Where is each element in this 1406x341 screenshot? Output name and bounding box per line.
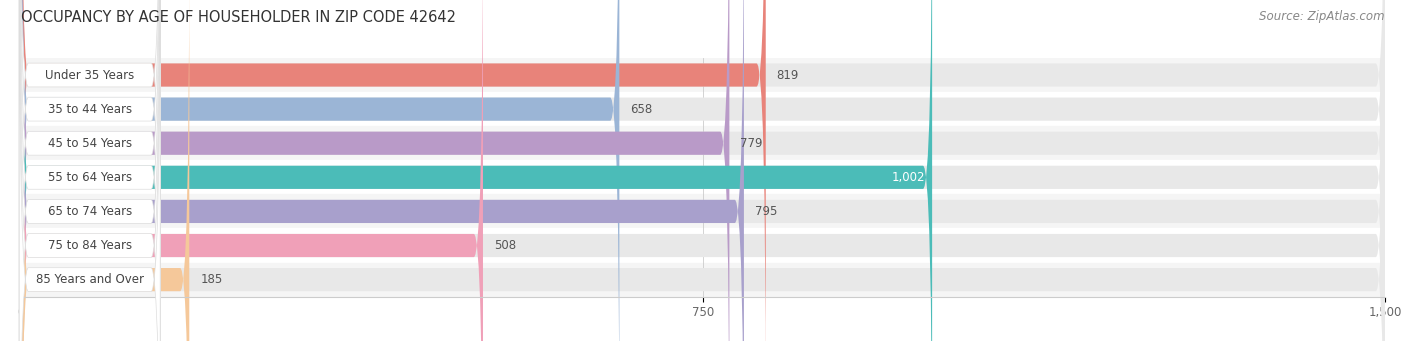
FancyBboxPatch shape bbox=[21, 0, 1385, 341]
FancyBboxPatch shape bbox=[20, 0, 160, 341]
FancyBboxPatch shape bbox=[20, 0, 160, 341]
FancyBboxPatch shape bbox=[20, 0, 160, 341]
FancyBboxPatch shape bbox=[21, 0, 766, 341]
Bar bbox=[21, 126, 1385, 160]
FancyBboxPatch shape bbox=[21, 0, 932, 341]
Text: Under 35 Years: Under 35 Years bbox=[45, 69, 135, 81]
Text: 65 to 74 Years: 65 to 74 Years bbox=[48, 205, 132, 218]
Text: 819: 819 bbox=[776, 69, 799, 81]
FancyBboxPatch shape bbox=[20, 0, 160, 341]
Bar bbox=[21, 58, 1385, 92]
Bar bbox=[21, 92, 1385, 126]
FancyBboxPatch shape bbox=[21, 0, 730, 341]
Text: 75 to 84 Years: 75 to 84 Years bbox=[48, 239, 132, 252]
Text: 35 to 44 Years: 35 to 44 Years bbox=[48, 103, 132, 116]
Text: 55 to 64 Years: 55 to 64 Years bbox=[48, 171, 132, 184]
FancyBboxPatch shape bbox=[21, 0, 744, 341]
Text: 658: 658 bbox=[630, 103, 652, 116]
FancyBboxPatch shape bbox=[20, 0, 160, 341]
Bar bbox=[21, 194, 1385, 228]
FancyBboxPatch shape bbox=[21, 0, 1385, 341]
Text: 508: 508 bbox=[494, 239, 516, 252]
FancyBboxPatch shape bbox=[21, 0, 1385, 341]
Bar bbox=[21, 263, 1385, 297]
FancyBboxPatch shape bbox=[21, 0, 1385, 341]
Text: 185: 185 bbox=[200, 273, 222, 286]
FancyBboxPatch shape bbox=[21, 0, 620, 341]
Text: 85 Years and Over: 85 Years and Over bbox=[35, 273, 143, 286]
Text: 795: 795 bbox=[755, 205, 778, 218]
Bar bbox=[21, 160, 1385, 194]
Text: OCCUPANCY BY AGE OF HOUSEHOLDER IN ZIP CODE 42642: OCCUPANCY BY AGE OF HOUSEHOLDER IN ZIP C… bbox=[21, 10, 456, 25]
FancyBboxPatch shape bbox=[21, 0, 190, 341]
FancyBboxPatch shape bbox=[21, 0, 1385, 341]
FancyBboxPatch shape bbox=[21, 0, 484, 341]
FancyBboxPatch shape bbox=[21, 0, 1385, 341]
Text: 45 to 54 Years: 45 to 54 Years bbox=[48, 137, 132, 150]
Bar bbox=[21, 228, 1385, 263]
FancyBboxPatch shape bbox=[20, 0, 160, 341]
Text: Source: ZipAtlas.com: Source: ZipAtlas.com bbox=[1260, 10, 1385, 23]
FancyBboxPatch shape bbox=[21, 0, 1385, 341]
Text: 1,002: 1,002 bbox=[891, 171, 925, 184]
FancyBboxPatch shape bbox=[20, 0, 160, 341]
Text: 779: 779 bbox=[741, 137, 763, 150]
